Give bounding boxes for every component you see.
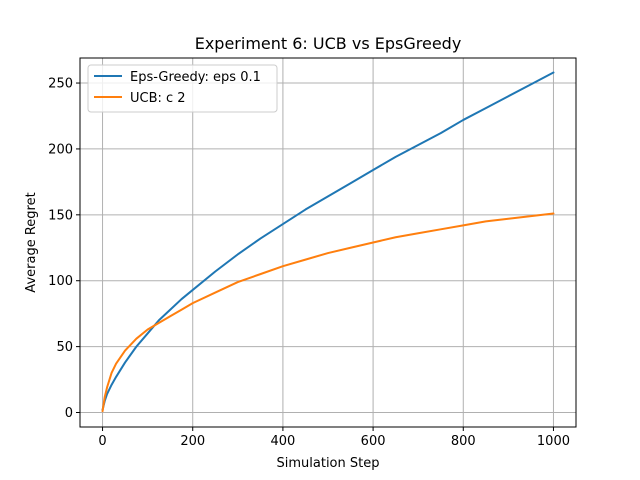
- chart-title: Experiment 6: UCB vs EpsGreedy: [195, 34, 462, 53]
- y-tick-label: 0: [65, 406, 73, 421]
- series-line-ucb: [101, 212, 555, 413]
- legend: Eps-Greedy: eps 0.1 UCB: c 2: [87, 64, 278, 113]
- x-tick-label: 600: [361, 434, 386, 449]
- legend-box: [87, 64, 278, 113]
- grid-lines: [80, 58, 576, 427]
- x-tick-label: 1000: [537, 434, 570, 449]
- legend-label-eps-greedy: Eps-Greedy: eps 0.1: [130, 70, 261, 85]
- y-tick-label: 100: [48, 274, 73, 289]
- axis-ticks: 0 200 400 600 800 1000 0 50 100 150 200 250: [48, 77, 570, 449]
- x-tick-label: 0: [98, 434, 106, 449]
- series-line-eps-greedy: [101, 71, 555, 411]
- y-tick-label: 150: [48, 208, 73, 223]
- legend-label-ucb: UCB: c 2: [130, 91, 186, 106]
- x-axis-label: Simulation Step: [277, 456, 380, 471]
- x-tick-label: 200: [180, 434, 205, 449]
- y-tick-label: 200: [48, 142, 73, 157]
- y-tick-label: 50: [56, 340, 73, 355]
- plot-frame: [79, 57, 577, 428]
- series-lines: [101, 71, 555, 413]
- x-tick-label: 800: [451, 434, 476, 449]
- y-axis-label: Average Regret: [24, 192, 39, 292]
- x-tick-label: 400: [270, 434, 295, 449]
- y-tick-label: 250: [48, 77, 73, 92]
